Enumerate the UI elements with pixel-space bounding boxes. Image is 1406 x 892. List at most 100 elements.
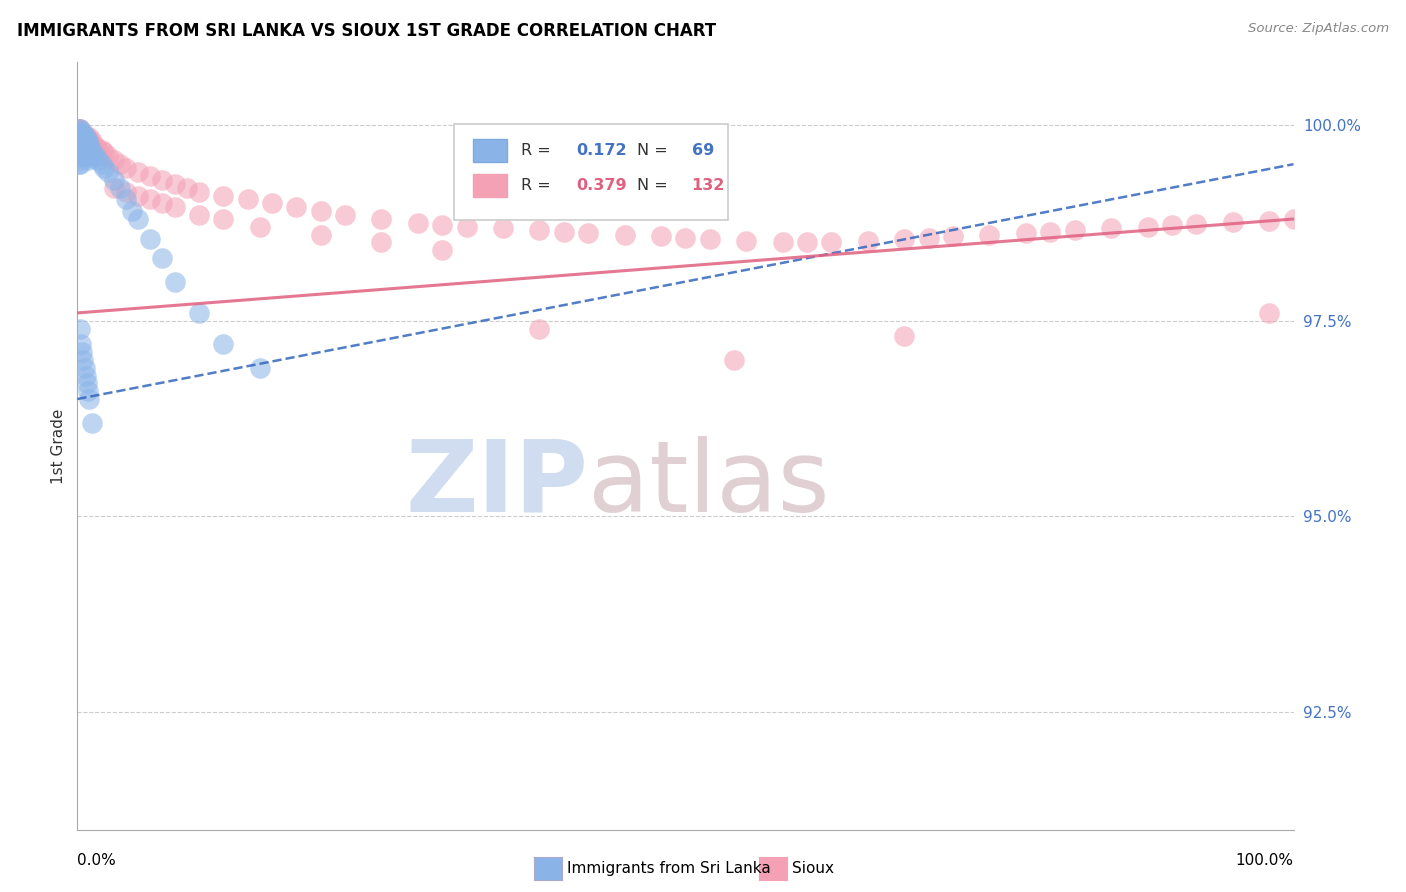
Point — [70, 126, 93, 140]
Point — [67, 137, 90, 152]
Point — [69, 122, 91, 136]
Point — [70, 126, 93, 140]
Point — [176, 180, 198, 194]
Point — [103, 153, 125, 168]
Point — [152, 251, 174, 265]
Point — [67, 153, 90, 168]
Point — [93, 145, 115, 160]
Point — [1185, 217, 1208, 231]
Point — [72, 126, 94, 140]
Text: Immigrants from Sri Lanka: Immigrants from Sri Lanka — [567, 862, 770, 876]
Point — [75, 129, 97, 144]
Point — [67, 134, 90, 148]
Point — [430, 244, 453, 258]
Point — [152, 173, 174, 187]
Point — [73, 137, 96, 152]
Point — [152, 196, 174, 211]
Point — [69, 122, 91, 136]
Point — [127, 188, 149, 202]
Point — [1258, 213, 1281, 227]
Point — [492, 221, 515, 235]
Point — [529, 223, 551, 237]
Point — [73, 142, 96, 156]
Point — [212, 212, 235, 227]
Point — [70, 149, 93, 163]
Point — [72, 129, 94, 144]
Point — [67, 129, 90, 144]
Point — [90, 143, 112, 157]
Text: R =: R = — [522, 178, 557, 193]
Point — [188, 306, 211, 320]
Point — [75, 368, 97, 383]
Point — [70, 137, 93, 152]
Point — [69, 157, 91, 171]
Point — [820, 235, 842, 250]
Point — [333, 208, 356, 222]
Point — [84, 140, 107, 154]
Point — [70, 337, 93, 351]
Point — [1063, 223, 1085, 237]
Point — [72, 134, 94, 148]
Point — [79, 137, 101, 152]
FancyBboxPatch shape — [454, 124, 728, 219]
Point — [406, 216, 429, 230]
Point — [72, 126, 94, 140]
Point — [77, 153, 100, 168]
Point — [115, 185, 138, 199]
Point — [249, 219, 271, 234]
Point — [70, 129, 93, 144]
Point — [115, 193, 138, 207]
Point — [82, 151, 104, 165]
Point — [1282, 212, 1305, 227]
Point — [77, 134, 100, 148]
Point — [1099, 221, 1122, 235]
Point — [1222, 215, 1244, 229]
Point — [67, 145, 90, 160]
Point — [796, 235, 818, 250]
Point — [115, 161, 138, 175]
Point — [84, 149, 107, 163]
Point — [72, 145, 94, 160]
Text: Sioux: Sioux — [792, 862, 834, 876]
Point — [108, 157, 131, 171]
Point — [72, 137, 94, 152]
Point — [69, 149, 91, 163]
Point — [76, 149, 98, 163]
Point — [67, 122, 90, 136]
Point — [67, 129, 90, 144]
Point — [675, 231, 697, 245]
Text: Source: ZipAtlas.com: Source: ZipAtlas.com — [1249, 22, 1389, 36]
Point — [163, 200, 186, 214]
Point — [576, 226, 599, 240]
Y-axis label: 1st Grade: 1st Grade — [51, 409, 66, 483]
Point — [67, 122, 90, 136]
Point — [69, 137, 91, 152]
Point — [90, 157, 112, 171]
Point — [456, 219, 478, 234]
Bar — [472, 174, 506, 196]
Point — [80, 145, 103, 160]
Point — [93, 161, 115, 175]
Point — [69, 129, 91, 144]
Point — [69, 142, 91, 156]
Point — [73, 360, 96, 375]
Point — [97, 149, 120, 163]
Point — [76, 134, 98, 148]
Point — [87, 142, 110, 156]
Point — [370, 212, 392, 227]
Text: 0.172: 0.172 — [576, 143, 627, 158]
Point — [87, 153, 110, 168]
Point — [80, 142, 103, 156]
Text: N =: N = — [637, 143, 672, 158]
Point — [70, 129, 93, 144]
Point — [73, 129, 96, 144]
Point — [553, 225, 575, 239]
Point — [1258, 306, 1281, 320]
Point — [735, 234, 758, 248]
Point — [72, 352, 94, 367]
Text: N =: N = — [637, 178, 672, 193]
Point — [77, 134, 100, 148]
Point — [69, 321, 91, 335]
Point — [70, 345, 93, 359]
Point — [70, 142, 93, 156]
